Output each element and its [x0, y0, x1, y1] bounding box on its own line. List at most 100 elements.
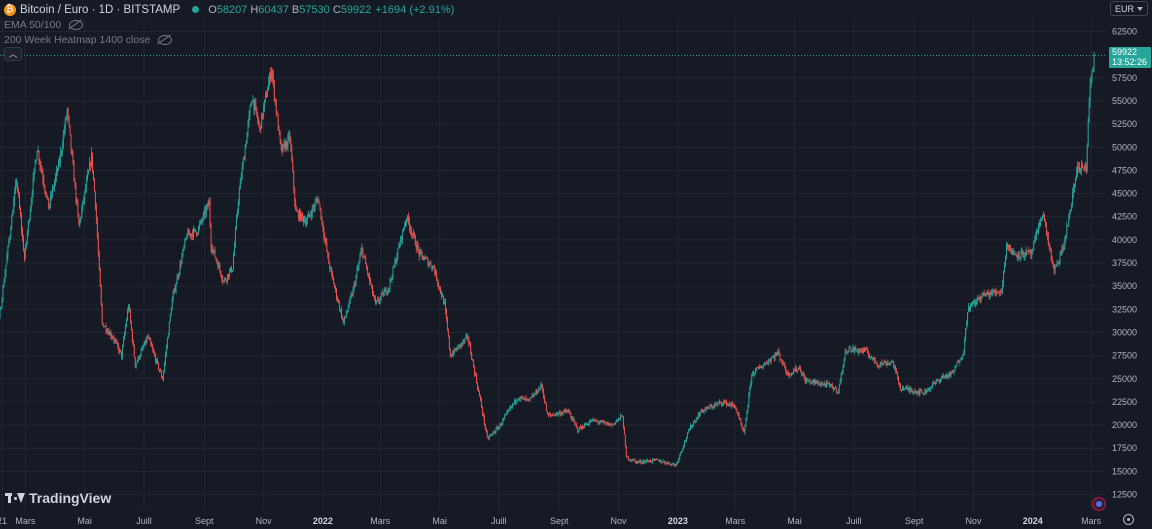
chevron-up-icon[interactable]: ︿: [4, 47, 22, 61]
candle-body: [997, 292, 999, 294]
candle-body: [572, 418, 574, 421]
candle-body: [999, 292, 1001, 294]
candle-body: [341, 317, 343, 319]
candle-body: [218, 265, 220, 269]
indicator-ema-label[interactable]: EMA 50/100: [4, 18, 62, 31]
candle-body: [1025, 250, 1027, 257]
price-tick-label: 32500: [1112, 304, 1137, 314]
candle-body: [325, 239, 327, 243]
candle-body: [393, 266, 395, 268]
indicator-heatmap-label[interactable]: 200 Week Heatmap 1400 close: [4, 33, 151, 46]
candle-body: [648, 461, 650, 463]
eye-hidden-icon[interactable]: [69, 19, 84, 30]
candle-body: [331, 268, 333, 273]
candle-body: [981, 292, 983, 297]
candle-body: [652, 459, 654, 462]
eye-hidden-icon[interactable]: [158, 34, 173, 45]
symbol-title[interactable]: Bitcoin / Euro · 1D · BITSTAMP: [20, 3, 181, 16]
candle-body: [433, 265, 435, 269]
candle-body: [769, 359, 771, 362]
candle-body: [880, 361, 882, 365]
candle-body: [577, 426, 579, 432]
currency-select[interactable]: EUR: [1110, 1, 1148, 16]
candle-body: [895, 366, 897, 372]
candle-body: [261, 113, 263, 129]
indicator-heatmap-row[interactable]: 200 Week Heatmap 1400 close: [4, 32, 454, 47]
candle-body: [739, 417, 741, 420]
ohlc-high-key: H: [250, 3, 259, 16]
candle-body: [1023, 256, 1025, 258]
candle-body: [1073, 188, 1075, 193]
price-axis[interactable]: 12500 15000 17500 20000 22500 25000 27500 30000…: [1112, 27, 1137, 500]
candle-body: [1045, 224, 1047, 235]
candle-body: [530, 397, 532, 399]
candle-body: [288, 135, 290, 137]
candle-body: [965, 328, 967, 339]
candle-body: [621, 415, 623, 418]
candle-body: [8, 240, 10, 246]
candle-body: [74, 181, 76, 185]
candle-body: [804, 377, 806, 383]
candle-body: [131, 330, 133, 342]
candle-body: [714, 404, 716, 408]
candle-body: [817, 381, 819, 383]
candle-body: [150, 339, 152, 345]
candle-body: [537, 391, 539, 394]
candle-body: [92, 171, 94, 180]
candle-body: [1078, 166, 1079, 168]
candle-body: [37, 151, 39, 153]
price-tick-label: 25000: [1112, 374, 1137, 384]
candle-body: [444, 301, 445, 304]
candle-body: [26, 232, 28, 242]
candle-body: [664, 462, 666, 464]
scroll-to-realtime-button[interactable]: [1092, 497, 1106, 511]
candle-body: [987, 291, 989, 294]
candle-body: [228, 274, 230, 277]
candle-body: [76, 200, 78, 203]
candle-body: [351, 294, 353, 296]
candle-body: [367, 268, 369, 274]
candle-body: [636, 461, 638, 464]
candle-body: [6, 255, 8, 265]
candle-body: [944, 375, 946, 377]
candle-body: [818, 381, 820, 385]
candle-body: [797, 367, 799, 370]
candle-body: [493, 432, 495, 434]
candle-body: [281, 148, 283, 152]
candle-body: [867, 352, 869, 356]
time-axis[interactable]: 21 Mars Mai Juill Sept Nov 2022 Mars Mai Juill Sep…: [0, 516, 1102, 526]
candle-body: [625, 445, 627, 458]
candle-body: [828, 382, 830, 384]
candle-body: [12, 213, 14, 217]
candle-body: [303, 220, 305, 222]
candle-body: [922, 392, 924, 394]
candle-body: [355, 276, 357, 285]
candle-body: [127, 306, 129, 311]
candle-body: [927, 389, 929, 392]
candle-body: [499, 424, 501, 428]
candle-body: [816, 382, 818, 384]
candle-body: [580, 426, 582, 429]
candle-body: [193, 229, 195, 237]
candle-body: [111, 336, 113, 338]
gear-icon[interactable]: [1123, 514, 1134, 525]
candle-body: [983, 293, 985, 295]
candle-body: [216, 259, 218, 263]
candle-body: [813, 380, 815, 384]
candle-body: [751, 373, 753, 384]
candle-body: [414, 236, 416, 246]
candle-body: [869, 357, 871, 359]
candle-body: [606, 422, 608, 425]
candle-body: [488, 436, 490, 439]
candle-body: [1047, 236, 1049, 245]
candle-body: [594, 420, 596, 422]
price-tick-label: 35000: [1112, 281, 1137, 291]
candle-body: [434, 268, 436, 274]
candle-body: [400, 236, 402, 245]
candle-body: [618, 418, 619, 420]
candle-body: [1089, 84, 1091, 102]
indicator-ema-row[interactable]: EMA 50/100: [4, 17, 454, 32]
candle-body: [177, 276, 179, 278]
